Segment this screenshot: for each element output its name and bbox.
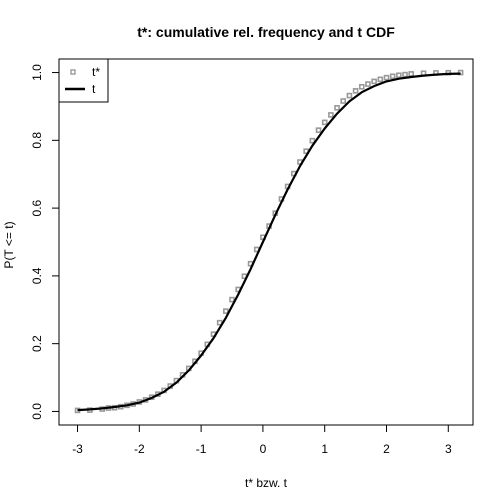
legend: t* t — [58, 58, 109, 103]
series-line-t — [77, 72, 461, 412]
data-point-t-star — [346, 92, 353, 99]
x-tick-label: -1 — [196, 442, 207, 456]
data-point-t-star — [352, 88, 359, 94]
plot-frame — [58, 58, 474, 426]
data-point-t-star — [321, 119, 328, 126]
legend-box — [58, 58, 109, 103]
y-tick-label: 0.4 — [30, 267, 44, 284]
data-point-t-star — [309, 137, 316, 144]
series-t-line — [77, 72, 461, 412]
y-axis-label: P(T <= t) — [2, 221, 16, 268]
data-point-t-star — [365, 81, 371, 87]
data-point-t-star — [383, 74, 390, 81]
data-point-t-star — [358, 83, 365, 90]
data-point-t-star — [408, 71, 415, 77]
x-tick-label: -2 — [134, 442, 145, 456]
y-tick-label: 0.6 — [30, 199, 44, 216]
data-point-t-star — [389, 73, 396, 80]
data-point-t-star — [396, 72, 402, 79]
x-tick-label: -3 — [72, 442, 83, 456]
y-tick-label: 0.2 — [30, 335, 44, 352]
legend-marker-t-star — [70, 69, 76, 75]
x-tick-label: 2 — [383, 442, 390, 456]
y-axis: 0.0 0.2 0.4 0.6 0.8 1.0 — [30, 64, 60, 420]
data-point-t-star — [334, 105, 340, 111]
data-point-t-star — [371, 78, 377, 85]
data-point-t-star — [229, 296, 235, 303]
data-point-t-star — [340, 98, 347, 104]
data-point-t-star — [328, 112, 334, 118]
data-point-t-star — [315, 127, 322, 133]
x-axis-label: t* bzw. t — [245, 476, 288, 490]
data-point-t-star — [377, 76, 384, 83]
series-t-star-points — [74, 69, 464, 414]
x-tick-label: 3 — [445, 442, 452, 456]
x-tick-label: 0 — [260, 442, 267, 456]
chart-title: t*: cumulative rel. frequency and t CDF — [137, 24, 395, 40]
y-tick-label: 0.0 — [30, 403, 44, 420]
y-tick-label: 0.8 — [30, 132, 44, 149]
legend-label-t: t — [92, 82, 96, 96]
x-axis: -3 -2 -1 0 1 2 3 — [72, 424, 452, 456]
data-point-t-star — [402, 71, 408, 78]
y-tick-label: 1.0 — [30, 64, 44, 81]
data-point-t-star — [223, 308, 229, 314]
legend-label-t-star: t* — [92, 65, 100, 79]
x-tick-label: 1 — [321, 442, 328, 456]
